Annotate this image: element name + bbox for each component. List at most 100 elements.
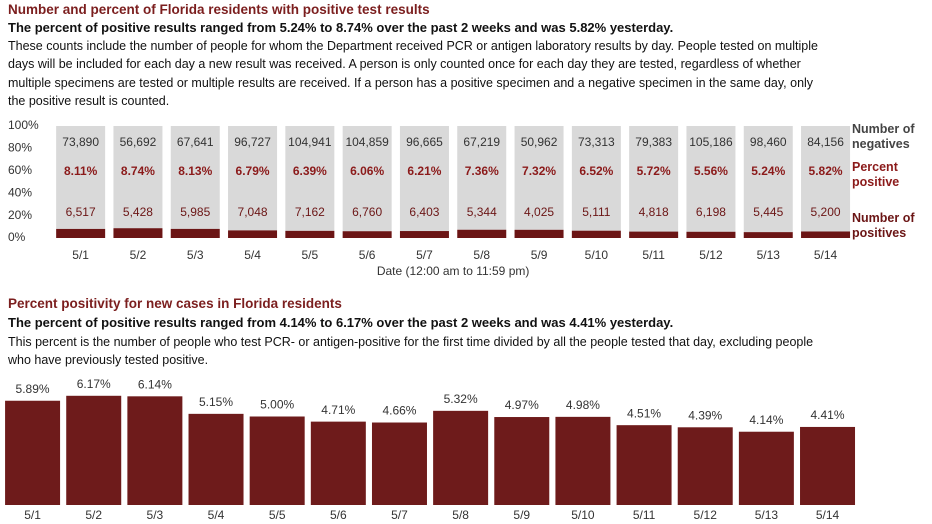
positives-bar <box>113 228 163 238</box>
negatives-bar <box>228 126 278 231</box>
y-tick-label: 0% <box>8 230 26 244</box>
y-tick-label: 80% <box>8 141 32 155</box>
legend-entry: Number of positives <box>852 211 915 240</box>
legend-entry: Percent positive <box>852 160 900 189</box>
value-label: 67,219 <box>463 135 500 149</box>
positives-bar <box>285 230 335 238</box>
x-tick-label: 5/11 <box>642 248 665 262</box>
value-label: 5.32% <box>444 392 478 406</box>
value-label: 6,403 <box>409 205 439 219</box>
value-label: 104,859 <box>345 135 389 149</box>
positives-bar <box>801 231 851 238</box>
positives-bar <box>170 228 220 238</box>
negatives-bar <box>170 126 220 229</box>
value-label: 6.06% <box>350 164 384 178</box>
bar <box>249 416 305 505</box>
bar <box>494 417 550 505</box>
bar <box>738 431 794 505</box>
value-label: 6.39% <box>293 164 327 178</box>
value-label: 4.39% <box>688 408 722 422</box>
negatives-bar <box>285 126 335 231</box>
value-label: 5,428 <box>123 205 153 219</box>
value-label: 5.89% <box>16 382 50 396</box>
negatives-bar <box>113 126 163 229</box>
x-tick-label: 5/8 <box>452 508 469 522</box>
value-label: 4.14% <box>749 413 783 427</box>
bar <box>188 413 244 505</box>
bar <box>127 396 183 505</box>
x-tick-label: 5/14 <box>814 248 838 262</box>
bar <box>371 422 427 505</box>
value-label: 98,460 <box>750 135 787 149</box>
y-tick-label: 100% <box>8 118 39 132</box>
bar <box>310 421 366 505</box>
value-label: 6,760 <box>352 205 382 219</box>
legend-entry: Number of negatives <box>852 122 915 151</box>
chart-subtitle: The percent of positive results ranged f… <box>8 315 674 330</box>
negatives-bar <box>686 126 736 232</box>
chart-title: Percent positivity for new cases in Flor… <box>8 296 342 311</box>
value-label: 7.36% <box>465 164 499 178</box>
value-label: 104,941 <box>288 135 332 149</box>
x-tick-label: 5/3 <box>147 508 164 522</box>
positives-bar <box>571 230 621 238</box>
bar <box>616 425 672 505</box>
value-label: 5,445 <box>753 205 783 219</box>
positives-bar <box>743 232 793 238</box>
bar <box>555 416 611 505</box>
y-tick-label: 40% <box>8 185 32 199</box>
x-tick-label: 5/14 <box>816 508 840 522</box>
value-label: 5.72% <box>637 164 671 178</box>
negatives-bar <box>743 126 793 233</box>
x-tick-label: 5/11 <box>633 508 656 522</box>
value-label: 84,156 <box>807 135 844 149</box>
x-tick-label: 5/3 <box>187 248 204 262</box>
chart-title: Number and percent of Florida residents … <box>8 2 430 17</box>
value-label: 73,313 <box>578 135 615 149</box>
x-tick-label: 5/12 <box>694 508 718 522</box>
value-label: 105,186 <box>689 135 733 149</box>
bar <box>800 426 856 505</box>
chart-description: These counts include the number of peopl… <box>8 39 818 109</box>
x-tick-label: 5/7 <box>391 508 408 522</box>
positives-bar <box>457 229 507 238</box>
bar <box>433 410 489 505</box>
value-label: 4.41% <box>811 408 845 422</box>
negatives-bar <box>342 126 392 232</box>
value-label: 96,727 <box>234 135 271 149</box>
value-label: 7,162 <box>295 205 325 219</box>
x-tick-label: 5/12 <box>699 248 723 262</box>
negatives-bar <box>56 126 106 229</box>
positives-bar <box>56 228 106 238</box>
value-label: 6,198 <box>696 205 726 219</box>
value-label: 56,692 <box>120 135 157 149</box>
value-label: 5,344 <box>467 205 497 219</box>
x-tick-label: 5/8 <box>473 248 490 262</box>
x-tick-label: 5/13 <box>757 248 781 262</box>
positives-bar <box>399 231 449 238</box>
value-label: 5.82% <box>809 164 843 178</box>
x-tick-label: 5/9 <box>531 248 548 262</box>
x-tick-label: 5/4 <box>208 508 225 522</box>
positives-bar <box>228 230 278 238</box>
x-tick-label: 5/13 <box>755 508 779 522</box>
negatives-bar <box>629 126 679 232</box>
value-label: 5,200 <box>811 205 841 219</box>
x-tick-label: 5/1 <box>72 248 89 262</box>
value-label: 50,962 <box>521 135 558 149</box>
bar <box>5 400 61 505</box>
value-label: 5.00% <box>260 398 294 412</box>
chart-subtitle: The percent of positive results ranged f… <box>8 20 674 35</box>
value-label: 8.74% <box>121 164 155 178</box>
y-tick-label: 20% <box>8 208 32 222</box>
x-tick-label: 5/10 <box>571 508 595 522</box>
x-tick-label: 5/5 <box>302 248 319 262</box>
value-label: 5.56% <box>694 164 728 178</box>
value-label: 67,641 <box>177 135 214 149</box>
value-label: 5.24% <box>751 164 785 178</box>
value-label: 6.14% <box>138 377 172 391</box>
value-label: 5,985 <box>180 205 210 219</box>
bar <box>66 395 122 505</box>
